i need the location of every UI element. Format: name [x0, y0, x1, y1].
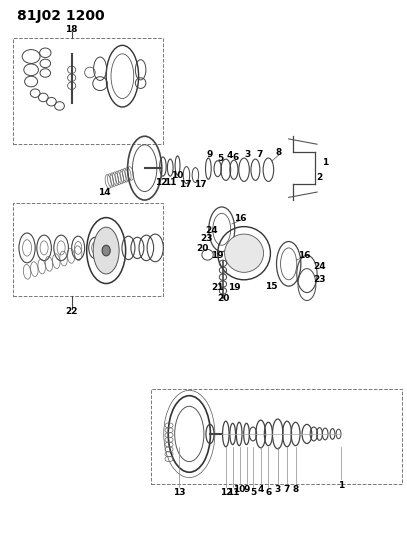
Text: 5: 5: [217, 154, 224, 163]
Text: 11: 11: [227, 488, 239, 497]
Text: 4: 4: [227, 151, 233, 160]
Text: 11: 11: [164, 178, 177, 187]
Text: 8: 8: [276, 148, 282, 157]
Text: 24: 24: [205, 226, 218, 235]
Text: 16: 16: [234, 214, 246, 223]
Text: 19: 19: [228, 283, 240, 292]
Text: 7: 7: [284, 485, 290, 494]
Ellipse shape: [102, 245, 110, 256]
Text: 12: 12: [155, 178, 168, 187]
Text: 3: 3: [275, 485, 281, 494]
Text: 4: 4: [258, 485, 264, 494]
Text: 9: 9: [206, 150, 213, 159]
Text: 2: 2: [316, 173, 322, 182]
Text: 23: 23: [201, 234, 213, 243]
Text: 1: 1: [338, 481, 345, 490]
Text: 20: 20: [217, 294, 229, 303]
Text: 1: 1: [322, 158, 328, 167]
Text: 24: 24: [313, 262, 326, 271]
Text: 20: 20: [196, 245, 208, 254]
Text: 6: 6: [265, 488, 271, 497]
Text: 15: 15: [265, 281, 278, 290]
Text: 23: 23: [313, 275, 325, 284]
Ellipse shape: [93, 227, 119, 274]
Text: 5: 5: [250, 488, 256, 497]
Text: 9: 9: [244, 485, 250, 494]
Text: 17: 17: [195, 180, 207, 189]
Text: 8: 8: [293, 485, 299, 494]
Ellipse shape: [225, 234, 263, 272]
Text: 22: 22: [66, 307, 78, 316]
Text: 21: 21: [211, 283, 223, 292]
Text: 14: 14: [98, 188, 110, 197]
Text: 18: 18: [66, 26, 78, 35]
Text: 13: 13: [173, 488, 186, 497]
Text: 16: 16: [298, 252, 311, 260]
Text: 81J02 1200: 81J02 1200: [17, 9, 105, 23]
Text: 10: 10: [233, 485, 246, 494]
Text: 10: 10: [171, 171, 184, 180]
Text: 17: 17: [179, 180, 192, 189]
Text: 7: 7: [256, 150, 263, 159]
Text: 12: 12: [219, 488, 232, 497]
Text: 19: 19: [211, 252, 223, 260]
Text: 6: 6: [233, 153, 239, 162]
Text: 3: 3: [244, 150, 250, 159]
